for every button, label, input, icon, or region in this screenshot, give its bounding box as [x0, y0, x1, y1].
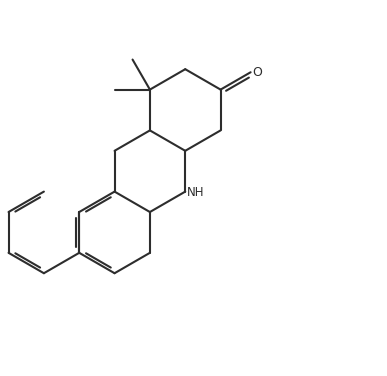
Text: O: O: [252, 66, 262, 79]
Text: NH: NH: [187, 186, 205, 199]
